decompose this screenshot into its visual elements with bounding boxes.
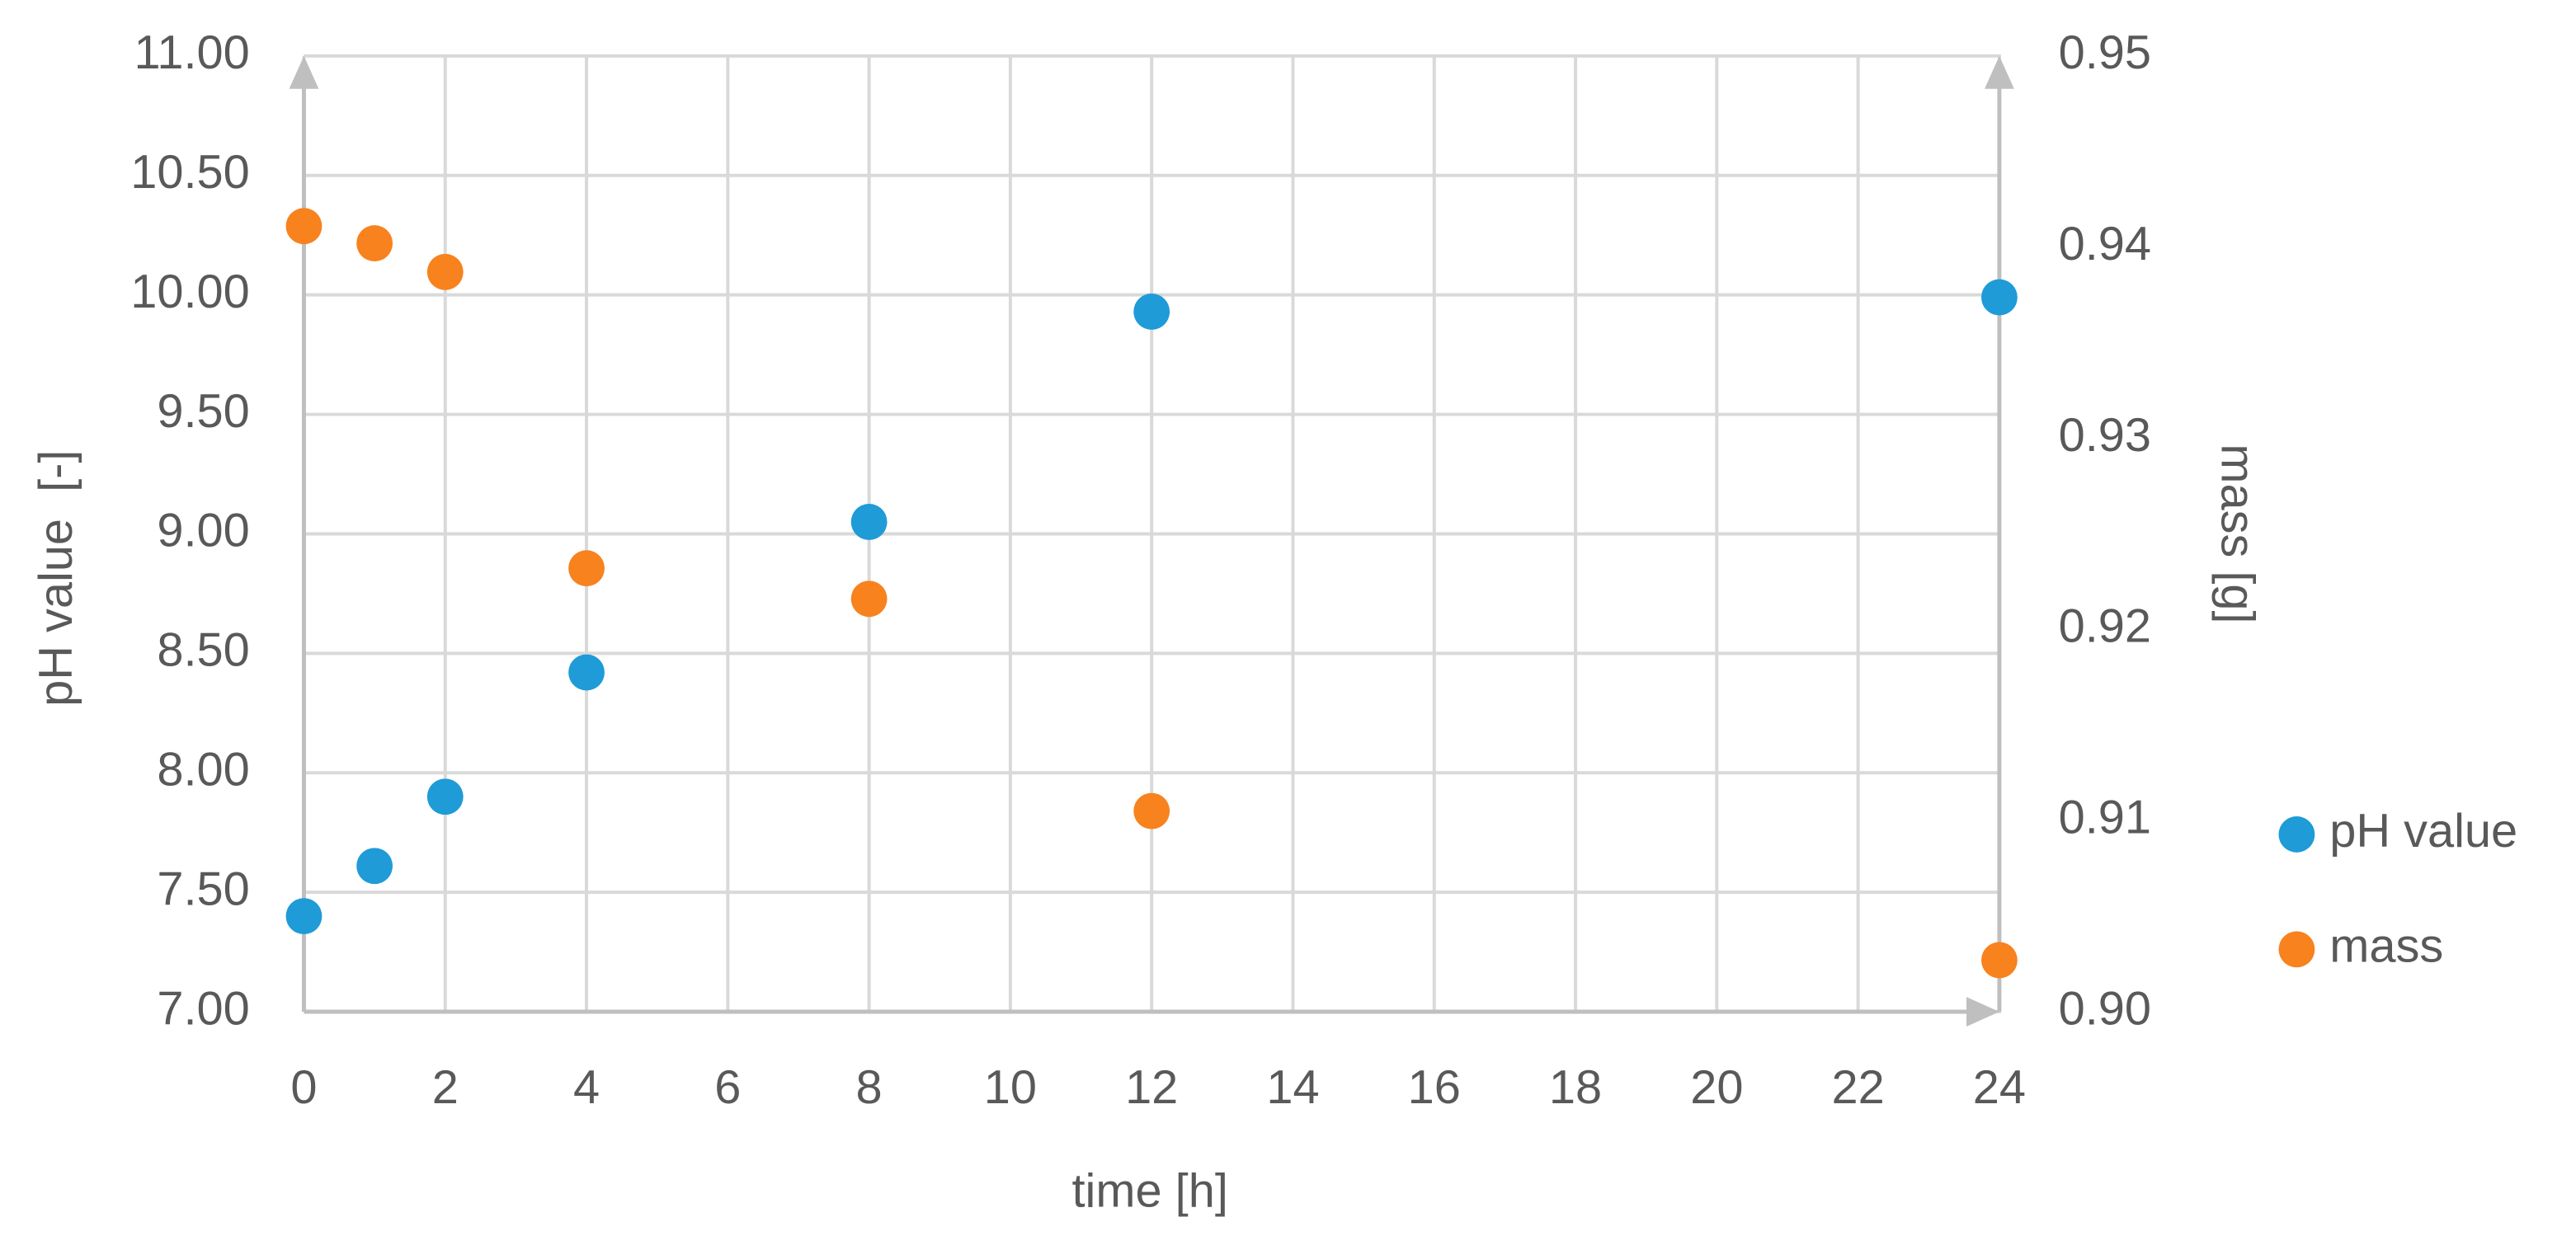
point [568,550,605,587]
x-tick-label: 24 [1973,1061,2026,1114]
y-tick-label: 8.50 [157,624,249,677]
y-tick-label: 11.00 [134,26,250,79]
legend-marker [2278,931,2315,968]
y2-tick-label: 0.91 [2059,791,2151,844]
point [850,580,888,618]
point [568,654,605,691]
point [1133,294,1170,330]
y2-tick-label: 0.95 [2059,26,2151,79]
y2-tick-label: 0.94 [2059,218,2151,270]
point [426,778,464,815]
legend-label: mass [2329,920,2443,973]
x-tick-label: 8 [856,1061,883,1114]
x-axis-arrow [1966,997,1999,1027]
x-tick-label: 18 [1549,1061,1602,1114]
y-axis-arrow [289,55,319,89]
y2-tick-label: 0.90 [2059,982,2151,1035]
x-tick-label: 14 [1266,1061,1319,1114]
y-tick-label: 10.00 [130,266,250,318]
point [1981,279,2018,316]
x-tick-label: 6 [714,1061,741,1114]
y-axis-label: pH value [-] [30,450,82,707]
x-tick-label: 20 [1690,1061,1743,1114]
point [850,504,888,540]
point [1133,792,1170,829]
y2-axis-arrow [1984,55,2014,89]
y2-tick-label: 0.92 [2059,600,2151,653]
y2-axis-label: mass [g] [2211,444,2263,623]
y2-tick-label: 0.93 [2059,409,2151,462]
x-tick-label: 4 [573,1061,600,1114]
x-axis-label: time [h] [1072,1164,1228,1217]
point [285,898,323,935]
point [426,253,464,290]
x-tick-label: 2 [432,1061,459,1114]
point [1981,942,2018,979]
legend-marker [2278,816,2315,853]
y-tick-label: 7.50 [157,862,249,915]
x-tick-label: 10 [984,1061,1037,1114]
y-tick-label: 10.50 [130,146,250,199]
x-tick-label: 22 [1831,1061,1884,1114]
y-tick-label: 9.50 [157,385,249,438]
y-tick-label: 8.00 [157,744,249,797]
point [356,225,393,261]
x-tick-label: 16 [1408,1061,1461,1114]
legend-label: pH value [2329,805,2517,858]
point [285,208,323,245]
y-tick-label: 9.00 [157,505,249,557]
x-tick-label: 0 [290,1061,317,1114]
x-tick-label: 12 [1125,1061,1178,1114]
y-tick-label: 7.00 [157,982,249,1035]
point [356,848,393,885]
